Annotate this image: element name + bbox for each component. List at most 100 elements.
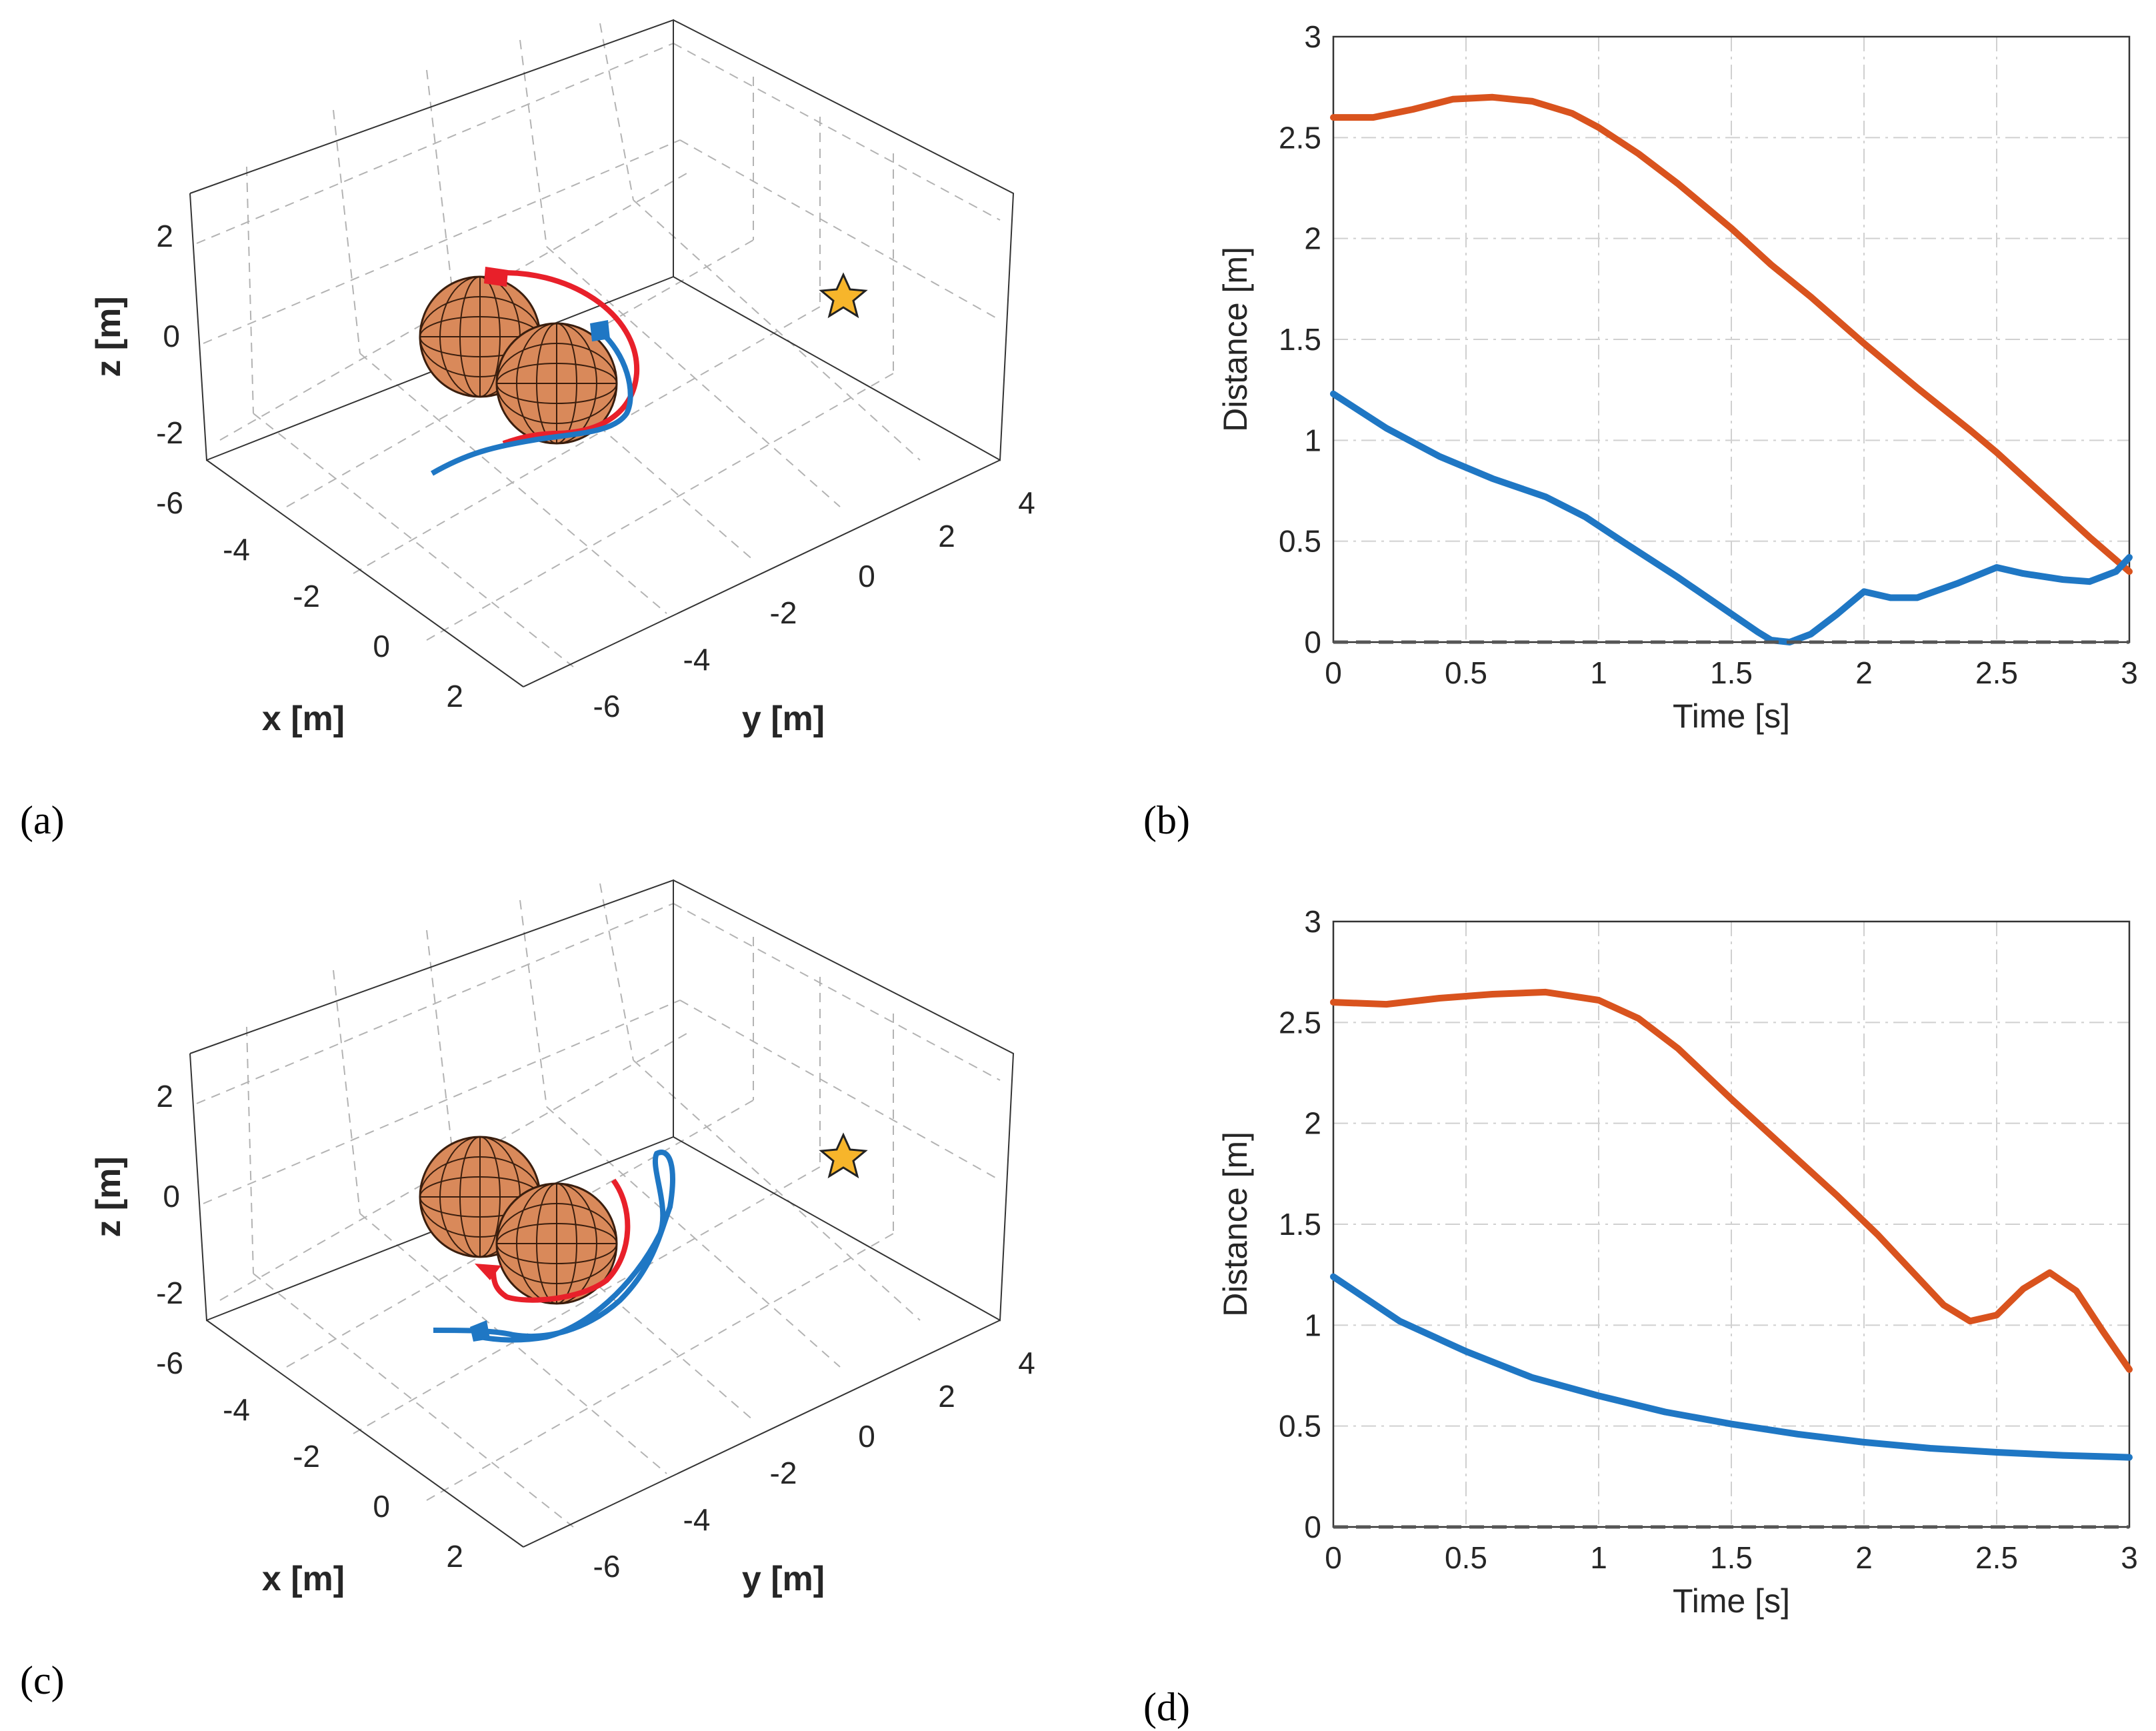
y-tick-label: 1.5: [1279, 1207, 1321, 1242]
grid-2d: [1333, 37, 2129, 642]
z-axis-label: z [m]: [89, 1156, 128, 1237]
box-3d: [189, 879, 1015, 1548]
goal-star-icon: [819, 272, 868, 319]
x-tick: 2: [446, 1539, 463, 1574]
series-line: [1330, 1273, 2133, 1461]
x-tick: -4: [223, 1392, 250, 1427]
x-axis-label: x [m]: [262, 1560, 345, 1598]
y-tick: -4: [683, 642, 711, 677]
y-tick: -4: [683, 1502, 711, 1537]
y-tick-label: 1: [1304, 1308, 1321, 1342]
y-tick-label: 0: [1304, 625, 1321, 659]
y-tick-label: 2: [1304, 1106, 1321, 1141]
grid-3d: [196, 23, 1001, 667]
y-tick: 0: [858, 559, 875, 593]
x-tick: -2: [293, 579, 320, 613]
y-tick: -6: [593, 1549, 621, 1584]
x-tick-label: 1: [1590, 655, 1607, 690]
blue-trajectory: [433, 1150, 675, 1343]
y-tick-label: 1.5: [1279, 322, 1321, 357]
panel-d-line-chart: 0 0.5 1 1.5 2 2.5 3 0 0.5 1 1.5 2 2.5 3 Time [s] Dist…: [1143, 904, 2138, 1729]
x-tick-label: 0.5: [1445, 655, 1487, 690]
y-tick-label: 3: [1304, 904, 1321, 939]
y-tick-label: 1: [1304, 423, 1321, 457]
y-axis-label: Distance [m]: [1217, 247, 1254, 432]
x-tick-label: 2: [1855, 655, 1873, 690]
x-axis-label: Time [s]: [1673, 697, 1790, 735]
y-tick: 2: [938, 1379, 955, 1414]
z-tick: 0: [163, 1179, 180, 1214]
series-group: [1330, 93, 2133, 645]
series-line: [1330, 390, 2133, 645]
z-axis-label: z [m]: [89, 296, 128, 377]
panel-label: (d): [1143, 1685, 1190, 1729]
obstacle-sphere: [495, 322, 618, 445]
x-tick-label: 0: [1325, 1540, 1342, 1575]
z-tick: 2: [156, 1079, 173, 1114]
y-axis-label: y [m]: [742, 699, 825, 738]
blue-start-marker: [590, 320, 610, 341]
y-tick: 4: [1018, 485, 1035, 520]
y-tick: 2: [938, 519, 955, 553]
panel-label: (b): [1143, 798, 1190, 842]
y-tick-label: 2.5: [1279, 120, 1321, 155]
x-tick-label: 1: [1590, 1540, 1607, 1575]
tick-labels: 0 0.5 1 1.5 2 2.5 3 0 0.5 1 1.5 2 2.5 3: [1279, 19, 2138, 690]
blue-trajectory: [431, 327, 633, 476]
x-tick-label: 1.5: [1710, 1540, 1753, 1575]
x-tick: 0: [373, 1489, 390, 1524]
panel-b-line-chart: 0 0.5 1 1.5 2 2.5 3 0 0.5 1 1.5 2 2.5 3 Time [s] Dist…: [1143, 19, 2138, 842]
tick-labels: 0 0.5 1 1.5 2 2.5 3 0 0.5 1 1.5 2 2.5 3: [1279, 904, 2138, 1575]
y-tick-label: 0: [1304, 1510, 1321, 1544]
y-tick: 4: [1018, 1346, 1035, 1380]
x-tick-label: 2.5: [1975, 1540, 2018, 1575]
panel-a-3d-plot: 2 0 -2 z [m] -6 -4 -2 0 2 x [m] -6 -4 -2…: [20, 19, 1035, 842]
y-tick: -2: [770, 1456, 797, 1490]
z-tick: 2: [156, 219, 173, 253]
y-tick: -2: [770, 595, 797, 630]
x-axis-label: x [m]: [262, 699, 345, 738]
x-tick: -2: [293, 1439, 320, 1474]
x-tick: -6: [156, 1346, 183, 1380]
red-start-marker: [484, 267, 508, 287]
y-tick: -6: [593, 689, 621, 723]
y-axis-label: Distance [m]: [1217, 1132, 1254, 1317]
grid-3d: [196, 883, 1001, 1528]
x-tick-label: 3: [2121, 1540, 2138, 1575]
y-tick-label: 2.5: [1279, 1005, 1321, 1040]
z-tick: -2: [156, 1276, 183, 1310]
red-start-marker: [475, 1264, 501, 1280]
x-tick-label: 1.5: [1710, 655, 1753, 690]
panel-c-3d-plot: 2 0 -2 z [m] -6 -4 -2 0 2 x [m] -6 -4 -2…: [20, 879, 1035, 1702]
x-tick: -6: [156, 485, 183, 520]
x-tick: 2: [446, 679, 463, 713]
red-trajectory: [489, 270, 640, 446]
series-line: [1330, 93, 2133, 575]
x-tick-label: 2.5: [1975, 655, 2018, 690]
series-group: [1330, 988, 2133, 1461]
x-tick: 0: [373, 629, 390, 663]
y-tick-label: 2: [1304, 221, 1321, 256]
x-axis-label: Time [s]: [1673, 1582, 1790, 1620]
blue-start-marker: [470, 1320, 490, 1342]
grid-2d: [1333, 922, 2129, 1527]
red-trajectory: [491, 1178, 631, 1303]
x-tick: -4: [223, 532, 250, 567]
panel-label: (a): [20, 798, 65, 842]
series-line: [1330, 988, 2133, 1373]
x-tick-label: 0.5: [1445, 1540, 1487, 1575]
y-axis-label: y [m]: [742, 1560, 825, 1598]
z-tick: 0: [163, 319, 180, 353]
z-tick: -2: [156, 415, 183, 450]
obstacle-sphere: [495, 1182, 618, 1305]
box-3d: [189, 19, 1015, 687]
y-tick-label: 3: [1304, 19, 1321, 54]
y-tick: 0: [858, 1419, 875, 1454]
x-tick-label: 3: [2121, 655, 2138, 690]
panel-label: (c): [20, 1658, 65, 1702]
y-tick-label: 0.5: [1279, 1409, 1321, 1444]
x-tick-label: 2: [1855, 1540, 1873, 1575]
y-tick-label: 0.5: [1279, 524, 1321, 559]
goal-star-icon: [819, 1132, 868, 1179]
